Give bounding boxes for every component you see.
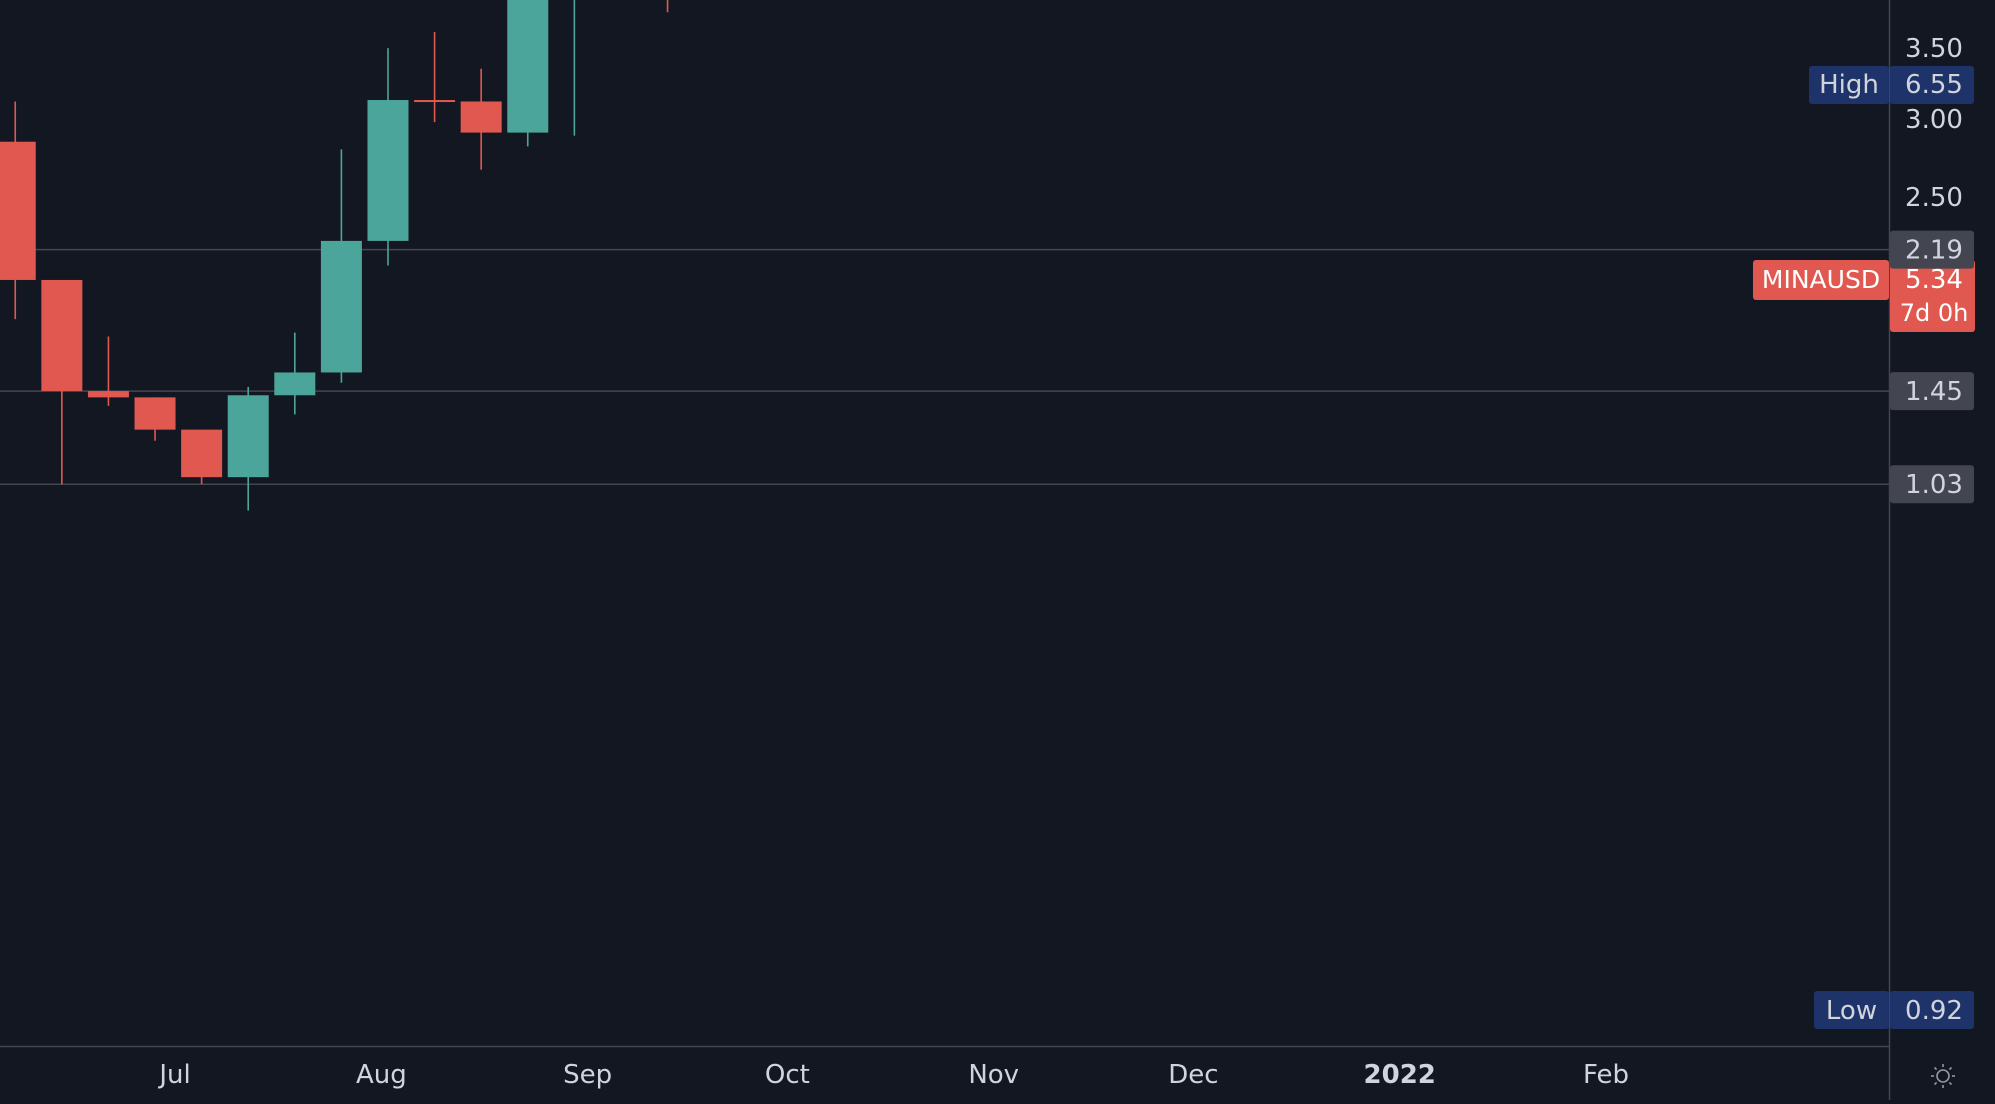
candle-body <box>414 100 456 103</box>
candle-down <box>414 31 456 123</box>
low-tag: Low <box>1814 991 1889 1029</box>
x-tick-label: 2022 <box>1364 1060 1436 1090</box>
y-tick-label: 3.50 <box>1905 34 1963 64</box>
candle-body <box>367 100 409 241</box>
last-price-value: 5.34 <box>1905 265 1963 295</box>
level-tag: 2.19 <box>1890 230 1974 269</box>
low-tag-label: Low <box>1826 996 1877 1026</box>
low-value-tag: 0.92 <box>1890 991 1974 1029</box>
candle-body <box>460 101 502 133</box>
level-tag-value: 2.19 <box>1905 236 1963 266</box>
candle-up <box>274 332 316 415</box>
level-tag-box <box>1890 465 1974 504</box>
candle-body <box>181 429 223 478</box>
candles <box>0 0 669 511</box>
candle-body <box>320 240 362 373</box>
low-tag-value: 0.92 <box>1905 996 1963 1026</box>
level-tag-box <box>1890 372 1974 411</box>
x-tick-label: Dec <box>1168 1060 1218 1090</box>
candle-body <box>134 397 176 430</box>
candle-down <box>134 397 176 441</box>
candle-up <box>507 0 549 147</box>
y-tick-label: 3.00 <box>1905 105 1963 135</box>
candle-up <box>573 0 576 136</box>
x-tick-label: Aug <box>356 1060 407 1090</box>
symbol-price-tag: MINAUSD <box>1753 260 1889 300</box>
candle-up <box>320 149 362 383</box>
candle-body <box>507 0 549 133</box>
x-tick-label: Jul <box>157 1060 190 1090</box>
level-tag: 1.45 <box>1890 372 1974 411</box>
symbol-label: MINAUSD <box>1762 265 1880 294</box>
candle-up <box>227 386 269 511</box>
high-tag-label: High <box>1819 70 1879 100</box>
level-tag: 1.03 <box>1890 465 1974 504</box>
last-price-tag: 5.34 7d 0h <box>1890 260 1975 332</box>
high-value-tag: 6.55 <box>1890 66 1974 104</box>
level-tag-value: 1.03 <box>1905 470 1963 500</box>
x-tick-label: Nov <box>968 1060 1019 1090</box>
high-tag: High <box>1809 66 1889 104</box>
x-tick-label: Oct <box>765 1060 810 1090</box>
level-tag-box <box>1890 230 1974 269</box>
candle-down <box>41 279 83 485</box>
level-tag-value: 1.45 <box>1905 377 1963 407</box>
candle-down <box>181 429 223 485</box>
bar-countdown: 7d 0h <box>1900 299 1969 327</box>
candle-body <box>227 395 269 478</box>
sun-icon[interactable] <box>1931 1064 1955 1088</box>
high-tag-value: 6.55 <box>1905 70 1963 100</box>
time-axis[interactable]: Jul Aug Sep Oct Nov Dec 2022 Feb <box>157 1060 1629 1090</box>
candle-down <box>87 336 129 406</box>
candle-body <box>87 391 129 398</box>
candle-up <box>367 48 409 266</box>
y-tick-label: 2.50 <box>1905 183 1963 213</box>
price-axis-tags: High 6.55 Low 0.92 MINAUSD 5.34 7d 0h <box>1753 66 1975 1029</box>
candle-down <box>0 101 36 320</box>
x-tick-label: Sep <box>563 1060 612 1090</box>
candle-body <box>41 279 83 392</box>
candle-body <box>274 372 316 396</box>
candle-body <box>0 141 36 280</box>
x-tick-label: Feb <box>1583 1060 1629 1090</box>
candle-down <box>460 68 502 170</box>
